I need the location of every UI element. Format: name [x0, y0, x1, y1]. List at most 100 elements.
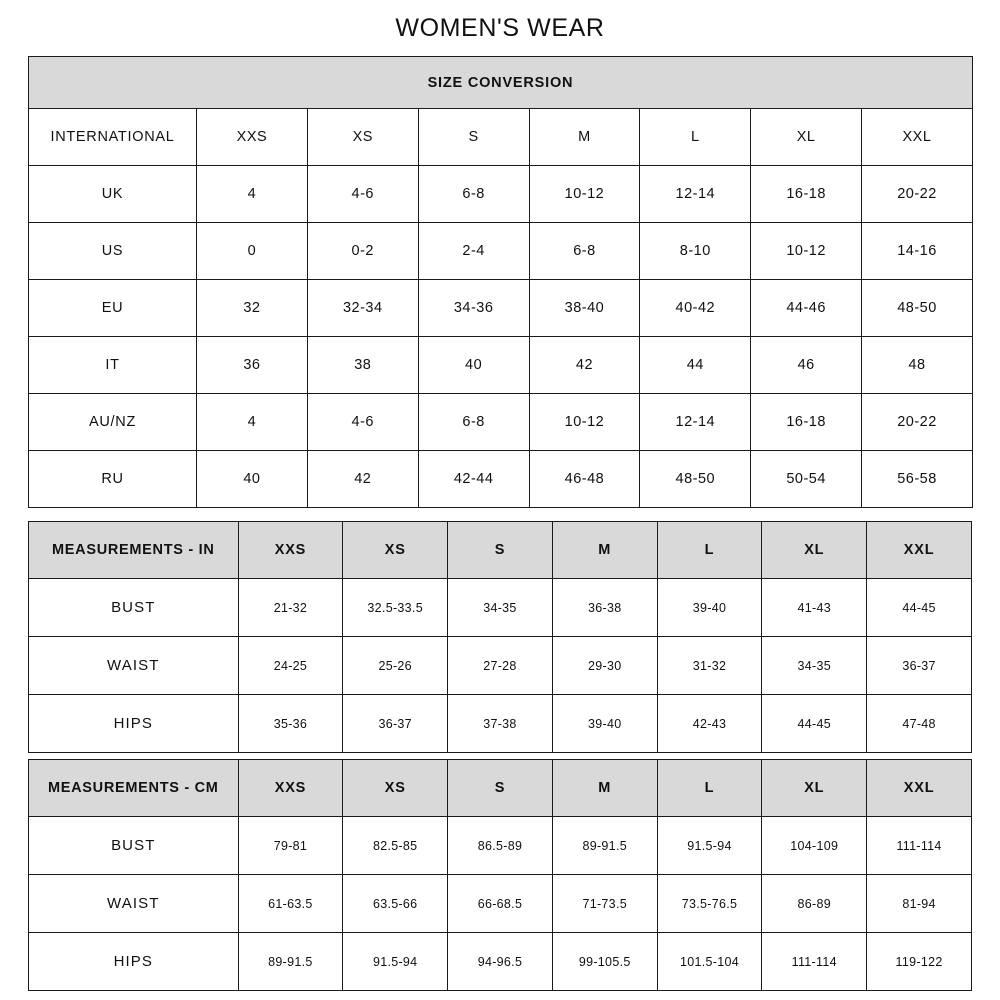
- cell: 56-58: [861, 450, 973, 508]
- header-label-measurements-in: MEASUREMENTS - IN: [28, 521, 239, 579]
- cell: 32: [196, 279, 308, 337]
- header-size-m: M: [551, 759, 658, 817]
- measurements-cm-table-wrapper: MEASUREMENTS - CM XXS XS S M L XL XXL BU…: [28, 759, 972, 991]
- cell: 38: [306, 336, 419, 394]
- cell: 91.5-94: [656, 816, 763, 875]
- cell: 66-68.5: [447, 874, 553, 933]
- row-label: BUST: [28, 578, 239, 637]
- header-size-xl: XL: [761, 521, 868, 579]
- header-label-international: INTERNATIONAL: [28, 108, 197, 166]
- header-size-xl: XL: [761, 759, 868, 817]
- cell: 81-94: [866, 874, 972, 933]
- size-conversion-banner: SIZE CONVERSION: [28, 56, 973, 109]
- table-row: WAIST 61-63.5 63.5-66 66-68.5 71-73.5 73…: [28, 874, 972, 933]
- cell: 35-36: [237, 694, 344, 753]
- row-label: HIPS: [28, 694, 239, 753]
- cell: 8-10: [639, 222, 752, 280]
- row-label: EU: [28, 279, 197, 337]
- row-label: US: [28, 222, 197, 280]
- size-conversion-body: SIZE CONVERSION INTERNATIONAL XXS XS S M…: [28, 56, 973, 508]
- row-label: UK: [28, 165, 197, 223]
- cell: 29-30: [551, 636, 658, 695]
- row-label: HIPS: [28, 932, 239, 991]
- cell: 0-2: [306, 222, 419, 280]
- cell: 44: [639, 336, 752, 394]
- cell: 44-45: [866, 578, 972, 637]
- cell: 91.5-94: [342, 932, 449, 991]
- header-size-l: L: [656, 521, 763, 579]
- cell: 40: [196, 450, 308, 508]
- cell: 99-105.5: [551, 932, 658, 991]
- table-row: IT 36 38 40 42 44 46 48: [28, 336, 973, 394]
- header-size-m: M: [551, 521, 658, 579]
- cell: 47-48: [866, 694, 972, 753]
- cell: 39-40: [551, 694, 658, 753]
- cell: 89-91.5: [237, 932, 344, 991]
- cell: 71-73.5: [551, 874, 658, 933]
- cell: 16-18: [750, 165, 863, 223]
- cell: 12-14: [639, 165, 752, 223]
- header-size-xs: XS: [342, 521, 449, 579]
- header-size-s: S: [447, 521, 553, 579]
- cell: 34-35: [447, 578, 553, 637]
- header-size-xxl: XXL: [861, 108, 973, 166]
- measurements-cm-table: MEASUREMENTS - CM XXS XS S M L XL XXL BU…: [28, 759, 972, 991]
- cell: 42-44: [417, 450, 530, 508]
- header-size-xl: XL: [750, 108, 863, 166]
- cell: 40-42: [639, 279, 752, 337]
- cell: 39-40: [656, 578, 763, 637]
- cell: 38-40: [528, 279, 641, 337]
- cell: 36: [196, 336, 308, 394]
- size-conversion-table-wrapper: SIZE CONVERSION INTERNATIONAL XXS XS S M…: [28, 56, 973, 508]
- cell: 86-89: [761, 874, 868, 933]
- cell: 48-50: [861, 279, 973, 337]
- cell: 21-32: [237, 578, 344, 637]
- cell: 34-36: [417, 279, 530, 337]
- row-label: RU: [28, 450, 197, 508]
- cell: 101.5-104: [656, 932, 763, 991]
- cell: 24-25: [237, 636, 344, 695]
- cell: 10-12: [528, 165, 641, 223]
- table-row: WAIST 24-25 25-26 27-28 29-30 31-32 34-3…: [28, 636, 972, 695]
- cell: 89-91.5: [551, 816, 658, 875]
- cell: 16-18: [750, 393, 863, 451]
- cell: 32.5-33.5: [342, 578, 449, 637]
- cell: 111-114: [761, 932, 868, 991]
- cell: 20-22: [861, 165, 973, 223]
- size-conversion-banner-row: SIZE CONVERSION: [28, 56, 973, 109]
- cell: 6-8: [417, 393, 530, 451]
- cell: 44-45: [761, 694, 868, 753]
- header-size-m: M: [528, 108, 641, 166]
- measurements-in-head: MEASUREMENTS - IN XXS XS S M L XL XXL: [28, 521, 972, 579]
- cell: 94-96.5: [447, 932, 553, 991]
- cell: 104-109: [761, 816, 868, 875]
- cell: 50-54: [750, 450, 863, 508]
- cell: 46-48: [528, 450, 641, 508]
- measurements-in-table: MEASUREMENTS - IN XXS XS S M L XL XXL BU…: [28, 521, 972, 753]
- cell: 37-38: [447, 694, 553, 753]
- header-size-s: S: [417, 108, 530, 166]
- cell: 14-16: [861, 222, 973, 280]
- row-label: BUST: [28, 816, 239, 875]
- cell: 10-12: [528, 393, 641, 451]
- cell: 20-22: [861, 393, 973, 451]
- table-row: UK 4 4-6 6-8 10-12 12-14 16-18 20-22: [28, 165, 973, 223]
- cell: 42: [528, 336, 641, 394]
- cell: 82.5-85: [342, 816, 449, 875]
- table-row: AU/NZ 4 4-6 6-8 10-12 12-14 16-18 20-22: [28, 393, 973, 451]
- table-row: HIPS 89-91.5 91.5-94 94-96.5 99-105.5 10…: [28, 932, 972, 991]
- header-size-xxl: XXL: [866, 759, 972, 817]
- cell: 31-32: [656, 636, 763, 695]
- measurements-cm-head: MEASUREMENTS - CM XXS XS S M L XL XXL: [28, 759, 972, 817]
- page-title: WOMEN'S WEAR: [395, 14, 605, 42]
- cell: 6-8: [528, 222, 641, 280]
- header-size-xs: XS: [342, 759, 449, 817]
- cell: 73.5-76.5: [656, 874, 763, 933]
- cell: 36-37: [342, 694, 449, 753]
- row-label: IT: [28, 336, 197, 394]
- header-size-l: L: [656, 759, 763, 817]
- header-label-measurements-cm: MEASUREMENTS - CM: [28, 759, 239, 817]
- cell: 63.5-66: [342, 874, 449, 933]
- header-size-xxl: XXL: [866, 521, 972, 579]
